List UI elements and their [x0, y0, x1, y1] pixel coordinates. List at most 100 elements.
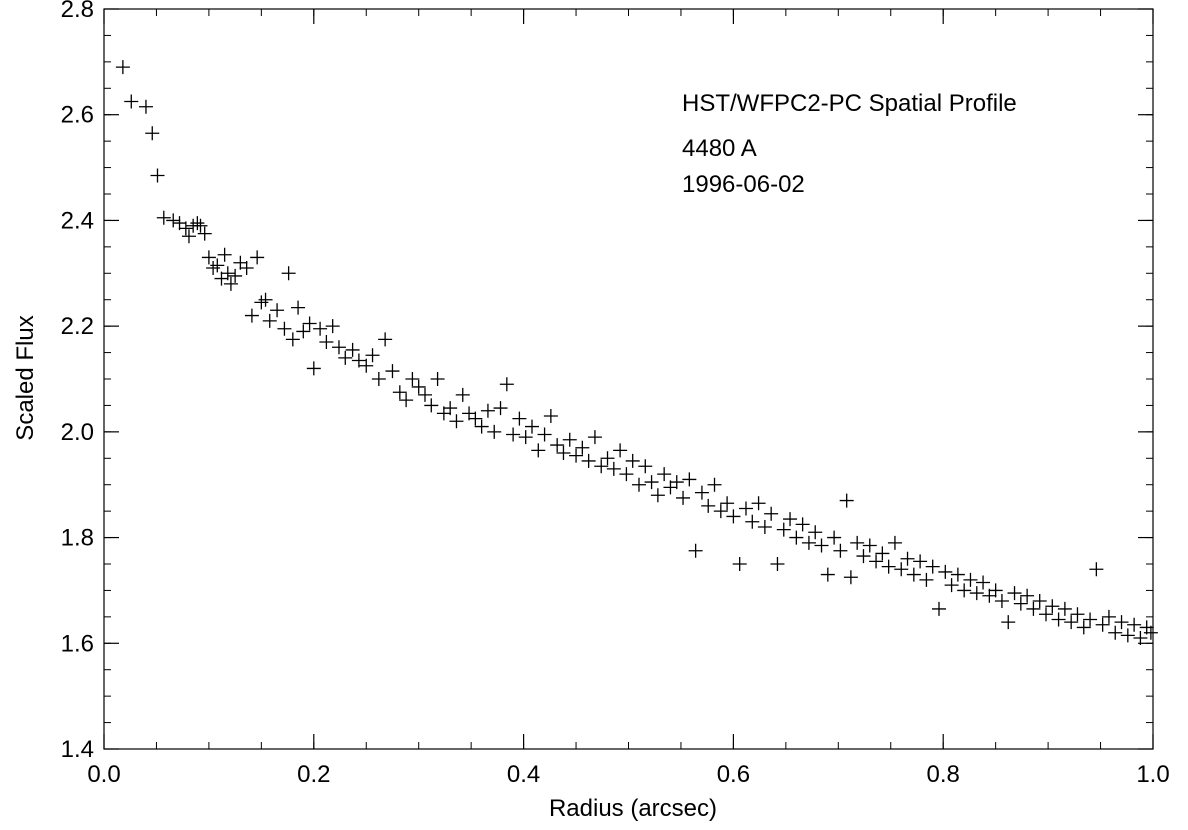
data-point	[957, 583, 972, 598]
data-point	[745, 514, 760, 529]
data-point	[262, 313, 277, 328]
data-point	[575, 440, 590, 455]
data-point	[732, 557, 747, 571]
data-point	[644, 475, 659, 490]
data-point	[726, 509, 741, 524]
data-point	[976, 575, 991, 590]
data-point	[512, 411, 527, 426]
data-point	[1120, 628, 1135, 643]
x-axis-label: Radius (arcsec)	[549, 795, 717, 822]
data-point	[430, 372, 445, 386]
data-point	[1083, 612, 1098, 627]
data-point	[814, 538, 829, 553]
data-point	[1095, 617, 1110, 632]
data-point	[676, 490, 691, 505]
data-point	[587, 430, 602, 445]
data-point	[1089, 562, 1104, 577]
data-point	[556, 446, 571, 460]
data-point	[223, 276, 238, 291]
data-point	[827, 530, 842, 545]
data-point	[325, 319, 340, 334]
data-point	[550, 438, 565, 453]
data-point	[707, 477, 722, 492]
data-point	[531, 443, 546, 458]
data-point	[808, 525, 823, 540]
data-point	[600, 451, 615, 466]
data-point	[1133, 631, 1148, 645]
data-point	[650, 488, 665, 503]
data-point	[783, 512, 798, 527]
data-point	[543, 409, 558, 423]
data-point	[625, 453, 640, 468]
data-point	[944, 578, 959, 593]
data-point	[1032, 594, 1047, 608]
data-point	[1013, 596, 1028, 611]
data-point	[378, 332, 393, 347]
data-point	[277, 321, 292, 336]
data-point	[932, 601, 947, 616]
data-point	[850, 535, 865, 550]
data-point	[881, 559, 896, 574]
data-point	[291, 300, 306, 315]
data-point	[1064, 615, 1079, 630]
annotation-title: HST/WFPC2-PC Spatial Profile	[682, 90, 1017, 117]
data-point	[178, 221, 193, 236]
data-point	[1070, 607, 1085, 622]
data-point	[499, 377, 514, 392]
data-point	[1001, 615, 1016, 630]
data-point	[619, 467, 634, 482]
data-point	[405, 372, 420, 386]
y-tick-label: 1.8	[61, 525, 94, 552]
data-point	[228, 268, 243, 283]
x-tick-label: 0.0	[87, 761, 120, 788]
data-point	[1039, 607, 1053, 622]
data-point	[751, 496, 766, 511]
data-point	[795, 517, 810, 532]
data-point	[537, 427, 552, 442]
data-point	[474, 419, 489, 434]
data-point	[950, 567, 965, 582]
data-point	[206, 261, 221, 275]
data-point	[1076, 620, 1091, 635]
data-point	[306, 361, 321, 376]
data-point	[669, 475, 684, 490]
data-point	[411, 379, 426, 394]
data-point	[156, 210, 171, 225]
data-point	[359, 358, 374, 373]
data-point	[319, 335, 334, 349]
x-tick-label: 0.4	[507, 761, 540, 788]
data-point	[594, 459, 609, 474]
data-point	[1007, 586, 1022, 601]
y-tick-label: 2.2	[61, 313, 94, 340]
data-point	[443, 401, 458, 416]
data-point	[757, 520, 772, 534]
data-point	[613, 443, 628, 458]
data-point	[688, 543, 703, 558]
data-point	[197, 226, 212, 241]
data-point	[217, 247, 232, 262]
data-point	[181, 229, 196, 244]
data-point	[487, 424, 502, 439]
data-point	[338, 350, 353, 365]
data-point	[789, 530, 804, 545]
data-point	[820, 567, 835, 582]
data-point	[506, 427, 521, 442]
data-point	[365, 348, 380, 363]
data-point	[900, 551, 915, 566]
data-point	[894, 562, 909, 577]
data-point	[887, 535, 902, 550]
data-point	[392, 385, 407, 400]
data-point	[258, 292, 273, 307]
data-point	[455, 387, 470, 402]
data-point	[1101, 609, 1116, 624]
data-point	[875, 546, 890, 561]
annotation-wavelength: 4480 A	[682, 135, 757, 162]
data-point	[925, 559, 940, 574]
data-point	[963, 572, 978, 587]
data-point	[913, 554, 928, 569]
data-point	[919, 572, 934, 587]
data-point	[254, 295, 269, 310]
data-point	[193, 218, 208, 233]
data-point	[562, 432, 577, 447]
data-point	[302, 316, 317, 331]
